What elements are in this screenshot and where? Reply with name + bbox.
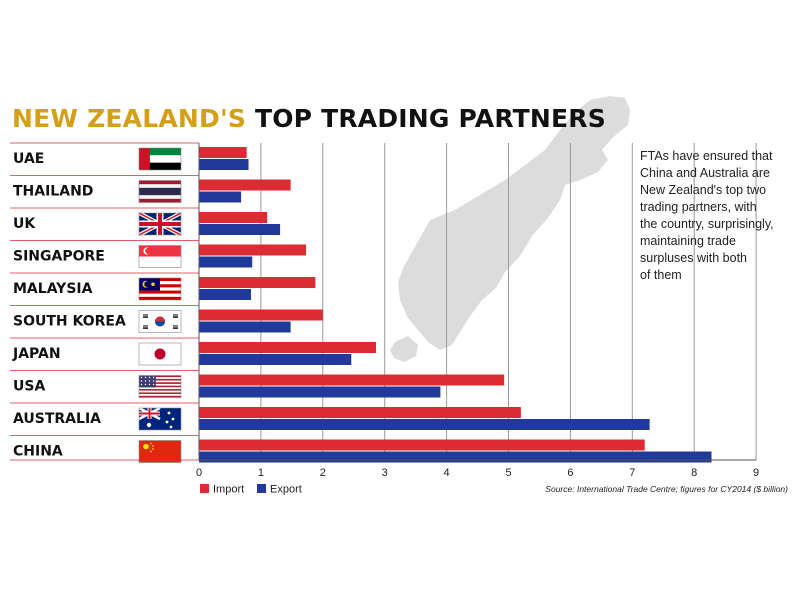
- x-tick-label: 1: [258, 467, 264, 479]
- bar-import: [199, 342, 377, 353]
- note-line: New Zealand's top two: [640, 183, 767, 197]
- note-line: surpluses with both: [640, 251, 748, 265]
- category-label: THAILAND: [13, 184, 93, 200]
- flag-usa-icon: [138, 375, 182, 398]
- legend-label: Export: [270, 484, 302, 496]
- flag-south-korea-icon: [138, 310, 182, 333]
- bar-export: [199, 321, 291, 333]
- category-label: MALAYSIA: [13, 281, 93, 297]
- x-tick-label: 4: [444, 467, 450, 479]
- x-tick-label: 7: [629, 467, 635, 479]
- source-note: Source: International Trade Centre; figu…: [545, 484, 788, 494]
- category-label: UK: [13, 216, 36, 232]
- flag-uk-icon: [138, 211, 182, 237]
- chart-title: NEW ZEALAND'S TOP TRADING PARTNERS: [12, 104, 606, 133]
- flag-thailand-icon: [138, 180, 182, 203]
- category-label: JAPAN: [12, 346, 61, 362]
- bar-export: [199, 451, 712, 463]
- category-label: SOUTH KOREA: [13, 314, 126, 330]
- bar-import: [199, 374, 505, 386]
- note-line: China and Australia are: [640, 166, 770, 180]
- legend-label: Import: [213, 484, 244, 496]
- category-label: CHINA: [13, 444, 63, 460]
- bar-export: [199, 354, 352, 365]
- x-tick-label: 0: [196, 467, 202, 479]
- map-silhouette: [390, 96, 630, 362]
- flag-china-icon: [138, 440, 182, 463]
- category-label: USA: [13, 379, 45, 395]
- bar-export: [199, 191, 242, 203]
- bar-export: [199, 386, 441, 398]
- bar-import: [199, 212, 268, 223]
- bar-import: [199, 244, 307, 256]
- bar-export: [199, 419, 650, 430]
- note-line: the country, surprisingly,: [640, 217, 774, 231]
- title-highlight: NEW ZEALAND'S: [12, 104, 247, 133]
- bar-import: [199, 309, 323, 321]
- note-line: trading partners, with: [640, 200, 757, 214]
- x-tick-label: 9: [753, 467, 759, 479]
- note-line: of them: [640, 268, 682, 282]
- bar-import: [199, 439, 645, 451]
- x-tick-label: 5: [505, 467, 511, 479]
- category-label: AUSTRALIA: [13, 411, 101, 427]
- legend-swatch-import: [200, 484, 209, 493]
- note-line: FTAs have ensured that: [640, 149, 773, 163]
- bar-export: [199, 159, 249, 170]
- x-tick-label: 8: [691, 467, 697, 479]
- note-line: maintaining trade: [640, 234, 736, 248]
- flag-australia-icon: [138, 406, 182, 431]
- bar-import: [199, 407, 521, 418]
- bar-import: [199, 277, 316, 288]
- title-rest: TOP TRADING PARTNERS: [254, 104, 606, 133]
- x-tick-label: 6: [567, 467, 573, 479]
- category-label: SINGAPORE: [13, 249, 105, 265]
- bar-import: [199, 147, 247, 158]
- bar-export: [199, 289, 251, 300]
- flag-japan-icon: [138, 342, 182, 366]
- x-tick-label: 2: [320, 467, 326, 479]
- flag-malaysia-icon: [138, 277, 182, 301]
- category-label: UAE: [13, 151, 44, 167]
- bar-export: [199, 224, 281, 235]
- flag-singapore-icon: [138, 245, 182, 268]
- flag-uae-icon: [138, 147, 182, 171]
- legend-swatch-export: [257, 484, 266, 493]
- x-tick-label: 3: [382, 467, 388, 479]
- annotation-note: FTAs have ensured that China and Australi…: [640, 148, 790, 284]
- bar-export: [199, 256, 253, 268]
- bar-import: [199, 179, 291, 191]
